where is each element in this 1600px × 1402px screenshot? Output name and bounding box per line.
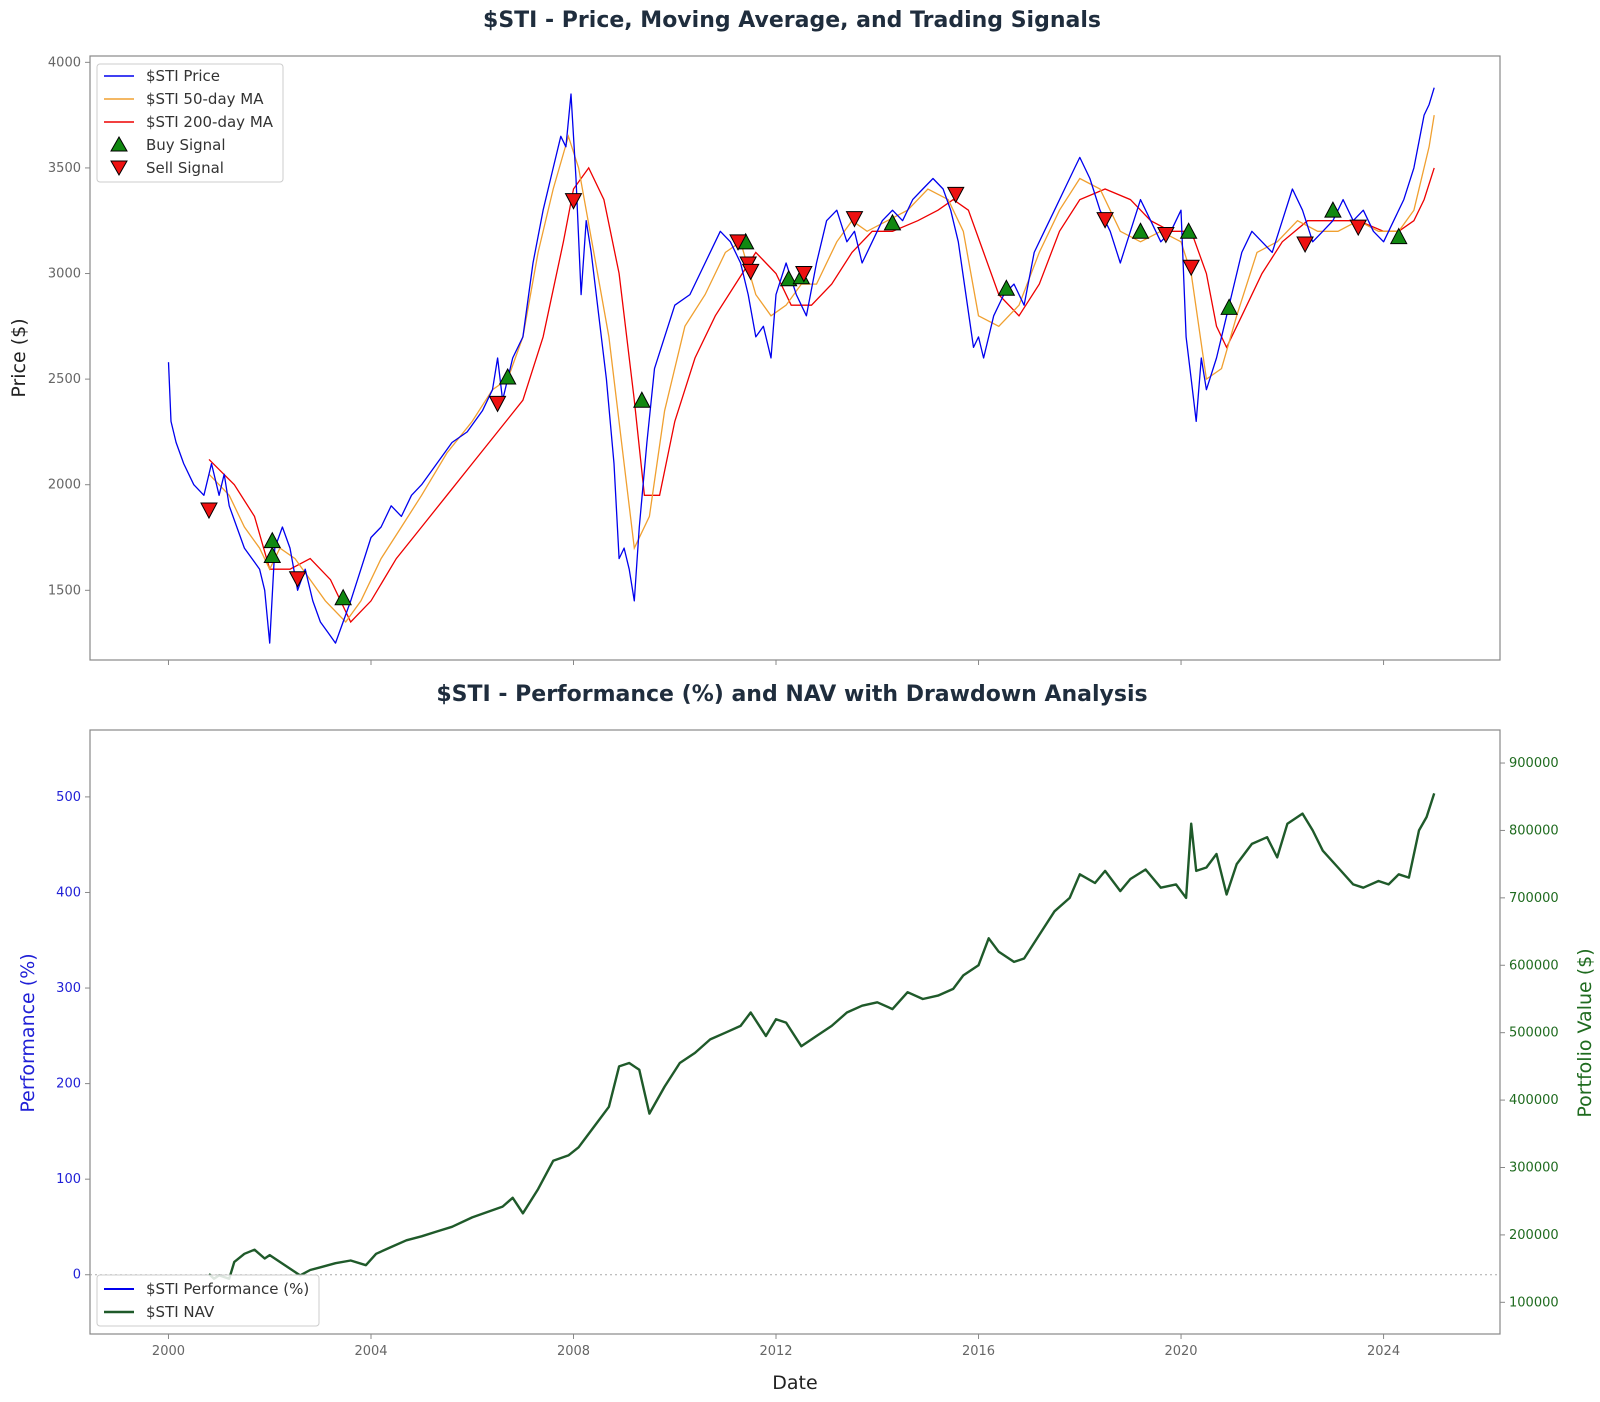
buy-signal-marker (263, 531, 282, 549)
sell-signal-marker (729, 234, 747, 251)
y-tick-label: 100 (56, 1172, 81, 1187)
y2-tick-label: 700000 (1509, 891, 1559, 906)
y-tick-label: 3500 (48, 161, 81, 176)
price-y-ticks: 1500 2000 2500 3000 3500 4000 (48, 55, 90, 598)
date-x-ticks: 2000 2004 2008 2012 2016 2020 2024 (152, 1334, 1400, 1359)
ma200-series-line (208, 166, 1435, 624)
sell-signal-marker (741, 263, 760, 281)
buy-signal-marker (1131, 222, 1150, 239)
y-tick-label: 1500 (48, 583, 81, 598)
legend-nav-label: $STI NAV (146, 1303, 215, 1321)
x-tick-label: 2004 (354, 1344, 387, 1359)
price-legend: $STI Price $STI 50-day MA $STI 200-day M… (96, 63, 284, 183)
y-tick-label: 2000 (48, 478, 81, 493)
buy-signal-marker (1324, 201, 1342, 218)
price-series-line (167, 87, 1435, 644)
buy-signal-marker (779, 269, 798, 287)
sell-signal-marker (1096, 212, 1114, 229)
performance-chart-title: $STI - Performance (%) and NAV with Draw… (436, 682, 1147, 707)
legend-ma200-label: $STI 200-day MA (146, 113, 274, 131)
y-tick-label: 2500 (48, 372, 81, 387)
x-tick-label: 2020 (1164, 1344, 1197, 1359)
performance-axes-frame (89, 729, 1501, 1335)
legend-performance-label: $STI Performance (%) (146, 1280, 309, 1298)
buy-signal-marker (498, 367, 517, 385)
y2-tick-label: 800000 (1509, 823, 1559, 838)
x-tick-label: 2008 (557, 1344, 590, 1359)
price-x-ticks (167, 660, 1385, 665)
y2-tick-label: 500000 (1509, 1026, 1559, 1041)
legend-buy-label: Buy Signal (146, 136, 226, 154)
sell-signal-marker (1182, 259, 1201, 277)
ma50-series-line (208, 114, 1435, 624)
y2-tick-label: 900000 (1509, 756, 1559, 771)
buy-signal-marker (1389, 227, 1408, 245)
y-tick-label: 0 (73, 1268, 81, 1283)
buy-signal-marker (1179, 222, 1198, 239)
x-axis-label: Date (772, 1372, 817, 1394)
buy-signal-marker (997, 279, 1016, 296)
y2-tick-label: 200000 (1509, 1228, 1559, 1243)
price-legend-box (96, 63, 284, 183)
y-tick-label: 3000 (48, 267, 81, 282)
sell-signal-marker (1349, 219, 1368, 237)
buy-signal-marker (633, 391, 651, 408)
performance-y-axis-label: Performance (%) (17, 953, 39, 1112)
y-tick-label: 400 (56, 885, 81, 900)
x-tick-label: 2012 (759, 1344, 792, 1359)
performance-y-ticks: 0 100 200 300 400 500 (56, 790, 90, 1283)
nav-y-axis-label: Portfolio Value ($) (1574, 948, 1596, 1117)
y-tick-label: 4000 (48, 55, 81, 70)
sell-signal-marker (1296, 236, 1314, 254)
price-y-axis-label: Price ($) (8, 318, 30, 397)
sell-signal-marker (845, 211, 864, 228)
buy-signal-marker (1220, 298, 1238, 315)
y2-tick-label: 300000 (1509, 1160, 1559, 1175)
y-tick-label: 200 (56, 1077, 81, 1092)
sell-signal-marker (564, 193, 583, 210)
y2-tick-label: 400000 (1509, 1093, 1559, 1108)
sell-signal-marker (200, 502, 218, 520)
buy-signal-marker (334, 588, 352, 606)
legend-buy-marker-icon (110, 135, 128, 152)
sell-signal-markers (200, 186, 1368, 588)
legend-sell-marker-icon (110, 160, 128, 177)
legend-price-label: $STI Price (146, 67, 220, 85)
nav-series-line (208, 793, 1436, 1280)
y-tick-label: 500 (56, 790, 81, 805)
sell-signal-marker (288, 571, 307, 588)
y2-tick-label: 100000 (1509, 1295, 1559, 1310)
y-tick-label: 300 (56, 981, 81, 996)
buy-signal-marker (263, 546, 282, 563)
sell-signal-marker (795, 266, 813, 283)
legend-ma50-label: $STI 50-day MA (146, 90, 264, 108)
price-axes-frame (89, 55, 1501, 661)
performance-legend: $STI Performance (%) $STI NAV (96, 1274, 320, 1327)
nav-y-ticks: 100000 200000 300000 400000 500000 600000 7000… (1500, 756, 1559, 1310)
x-tick-label: 2016 (962, 1344, 995, 1359)
legend-sell-label: Sell Signal (146, 159, 224, 177)
price-chart-title: $STI - Price, Moving Average, and Tradin… (483, 8, 1101, 33)
sell-signal-marker (1157, 226, 1175, 244)
x-tick-label: 2024 (1367, 1344, 1400, 1359)
performance-legend-box (96, 1274, 320, 1327)
sell-signal-marker (946, 186, 965, 204)
buy-signal-markers (263, 201, 1408, 606)
y2-tick-label: 600000 (1509, 958, 1559, 973)
sell-signal-marker (488, 395, 507, 413)
x-tick-label: 2000 (152, 1344, 185, 1359)
buy-signal-marker (883, 213, 902, 231)
